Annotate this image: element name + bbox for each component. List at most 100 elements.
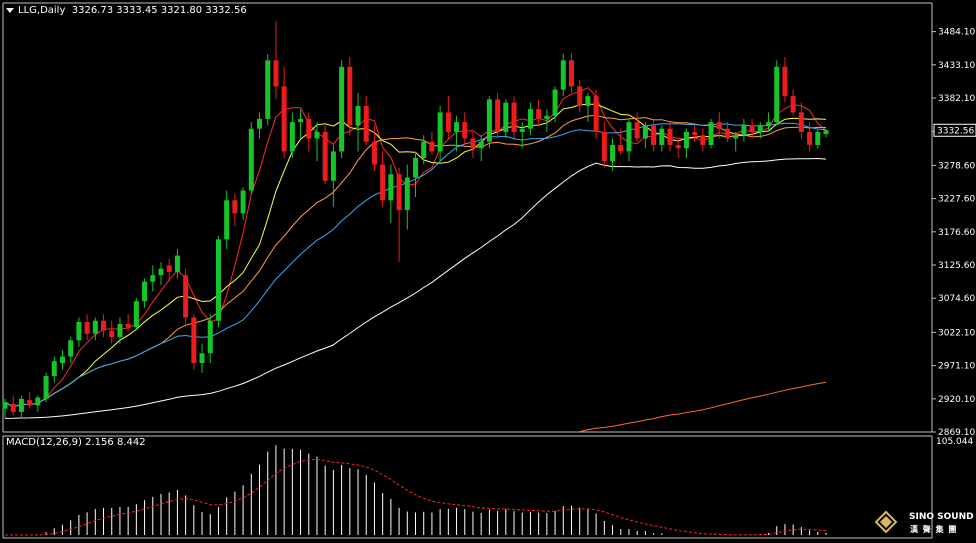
candle-body	[84, 322, 90, 334]
candle-body	[330, 151, 336, 181]
candle-body	[101, 320, 107, 331]
candle-body	[667, 128, 673, 145]
candle-body	[503, 102, 509, 132]
candle-body	[568, 60, 574, 87]
candle-body	[519, 128, 525, 132]
candle-body	[790, 96, 796, 113]
macd-values: 2.156 8.442	[85, 437, 146, 448]
candle-body	[273, 60, 279, 87]
macd-panel[interactable]	[2, 435, 933, 539]
candle-body	[511, 102, 517, 132]
candle-body	[593, 96, 599, 132]
candle-body	[807, 131, 813, 145]
candle-body	[675, 144, 681, 149]
candles[interactable]	[2, 21, 829, 419]
candle-body	[454, 122, 460, 132]
macd-signal-line	[5, 458, 827, 536]
candle-body	[815, 131, 821, 145]
candle-body	[774, 66, 780, 123]
price-panel[interactable]	[2, 2, 933, 433]
dropdown-triangle-icon[interactable]	[6, 7, 14, 13]
price-tick-label: 3484.10	[938, 28, 975, 38]
candle-body	[749, 125, 755, 132]
candle-body	[240, 190, 246, 214]
price-tick-label: 3278.60	[938, 161, 975, 171]
candle-body	[174, 255, 180, 272]
candle-body	[527, 109, 533, 129]
candle-body	[642, 125, 648, 139]
candle-body	[634, 122, 640, 139]
candle-body	[757, 125, 763, 132]
macd-header: MACD(12,26,9) 2.156 8.442	[6, 437, 146, 448]
candle-body	[782, 66, 788, 97]
macd-tick-label: 105.044	[936, 437, 973, 447]
price-tick-label: 3382.10	[938, 94, 975, 104]
logo-diamond-inner	[880, 516, 892, 528]
candle-body	[59, 356, 65, 364]
candle-body	[191, 317, 197, 364]
candle-body	[577, 86, 583, 106]
candle-body	[10, 404, 16, 412]
candle-body	[396, 174, 402, 211]
current-price-label: 3332.56	[937, 126, 974, 136]
candle-body	[371, 141, 377, 165]
candle-body	[560, 60, 566, 90]
candle-body	[158, 268, 164, 276]
candle-body	[585, 96, 591, 106]
candle-body	[692, 131, 698, 136]
candle-body	[462, 122, 468, 139]
candle-body	[92, 320, 98, 334]
price-axis: 3484.103433.103382.103330.803278.603227.…	[932, 28, 976, 438]
candle-body	[486, 99, 492, 142]
price-tick-label: 2971.10	[938, 362, 975, 372]
candle-body	[183, 275, 189, 318]
candle-body	[445, 112, 451, 132]
candle-body	[215, 239, 221, 321]
candle-body	[109, 330, 115, 338]
ohlc-values: 3326.73 3333.45 3321.80 3332.56	[71, 5, 247, 16]
candle-body	[265, 60, 271, 119]
candle-body	[798, 112, 804, 132]
logo-text-2: 漢 聲 集 團	[910, 525, 958, 534]
macd-axis: 105.044	[936, 437, 973, 447]
price-tick-label: 3176.60	[938, 228, 975, 238]
candle-body	[733, 135, 739, 139]
candle-body	[478, 141, 484, 149]
candle-body	[232, 200, 238, 214]
candle-body	[823, 130, 829, 135]
sino-sound-logo-icon	[874, 510, 898, 534]
candle-body	[322, 131, 328, 181]
candle-body	[363, 105, 369, 142]
candle-body	[708, 122, 714, 145]
candle-body	[700, 135, 706, 145]
candle-body	[339, 66, 345, 152]
candle-body	[741, 125, 747, 136]
candle-body	[659, 128, 665, 145]
candle-body	[388, 174, 394, 201]
candle-body	[429, 141, 435, 152]
candle-body	[125, 323, 131, 328]
candle-body	[552, 89, 558, 116]
candle-body	[626, 122, 632, 152]
candle-body	[306, 118, 312, 139]
logo-diamond	[874, 510, 898, 534]
candle-body	[347, 66, 353, 126]
candle-body	[133, 301, 139, 328]
price-tick-label: 3433.10	[938, 61, 975, 71]
candle-body	[199, 353, 205, 364]
current-price-box	[933, 123, 976, 137]
ma-line-60	[4, 157, 827, 419]
price-tick-label: 3022.10	[938, 328, 975, 338]
price-tick-label: 3074.60	[938, 294, 975, 304]
candle-body	[27, 400, 33, 406]
candle-body	[150, 275, 156, 282]
candle-body	[683, 131, 689, 149]
candle-body	[495, 99, 501, 132]
candle-body	[601, 131, 607, 162]
ma-line-120	[576, 381, 827, 432]
candle-body	[724, 128, 730, 139]
candle-body	[470, 138, 476, 149]
candle-body	[43, 376, 49, 399]
candle-body	[437, 112, 443, 152]
